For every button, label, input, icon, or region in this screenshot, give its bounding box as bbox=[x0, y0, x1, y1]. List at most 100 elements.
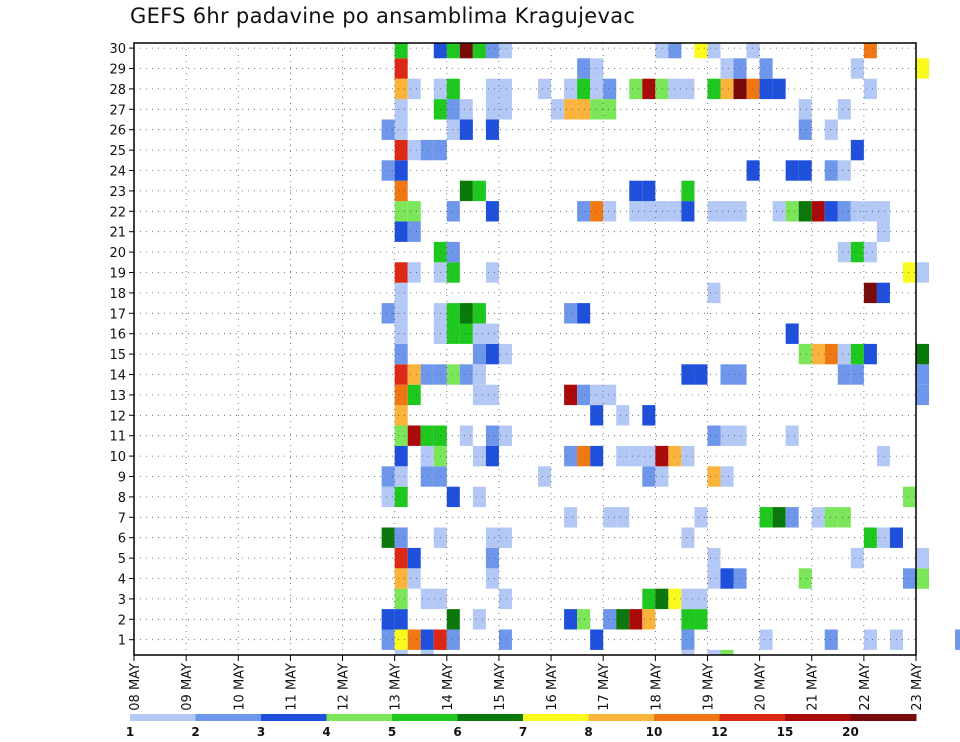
y-tick-label: 4 bbox=[118, 573, 126, 588]
heatmap-cell bbox=[824, 160, 838, 181]
heatmap-cell bbox=[446, 486, 460, 508]
heatmap-cell bbox=[785, 507, 799, 528]
heatmap-cell bbox=[655, 43, 669, 59]
y-tick-label: 3 bbox=[118, 593, 126, 608]
heatmap-cell bbox=[746, 78, 760, 100]
heatmap-cell bbox=[446, 99, 460, 120]
heatmap-cell bbox=[420, 466, 434, 487]
heatmap-cell bbox=[603, 609, 617, 630]
heatmap-cell bbox=[394, 201, 408, 222]
heatmap-cell bbox=[876, 221, 890, 242]
heatmap-cell bbox=[459, 364, 473, 385]
x-tick-label: 08 MAY bbox=[128, 663, 143, 711]
heatmap-cell bbox=[798, 99, 812, 120]
heatmap-cell bbox=[394, 588, 408, 610]
heatmap-cell bbox=[863, 282, 877, 304]
heatmap-cell bbox=[459, 119, 473, 140]
x-tick-label: 15 MAY bbox=[493, 663, 508, 711]
legend-label: 2 bbox=[191, 725, 199, 739]
legend-label: 8 bbox=[584, 725, 592, 739]
heatmap-cell bbox=[394, 262, 408, 283]
heatmap-cell bbox=[394, 445, 408, 467]
heatmap-cell bbox=[863, 343, 877, 365]
x-tick-label: 23 MAY bbox=[910, 663, 925, 711]
y-tick-label: 19 bbox=[109, 267, 126, 282]
heatmap-cell bbox=[798, 343, 812, 365]
heatmap-cell bbox=[564, 445, 578, 467]
heatmap-cell bbox=[394, 160, 408, 181]
y-tick-label: 27 bbox=[109, 103, 126, 118]
heatmap-cell bbox=[707, 282, 721, 304]
heatmap-cell bbox=[394, 547, 408, 569]
heatmap-cell bbox=[446, 303, 460, 324]
y-tick-label: 13 bbox=[109, 389, 126, 404]
heatmap-cell bbox=[837, 201, 851, 222]
legend-swatch bbox=[392, 714, 458, 721]
y-tick-label: 23 bbox=[109, 185, 126, 200]
heatmap-cell bbox=[394, 323, 408, 344]
heatmap-cell bbox=[876, 527, 890, 548]
heatmap-cell bbox=[485, 119, 499, 140]
heatmap-cell bbox=[629, 445, 643, 467]
heatmap-cell bbox=[420, 364, 434, 385]
heatmap-cell bbox=[446, 119, 460, 140]
heatmap-cell bbox=[746, 160, 760, 181]
heatmap-cell bbox=[642, 588, 656, 610]
heatmap-cell bbox=[655, 445, 669, 467]
heatmap-cell bbox=[824, 629, 838, 650]
heatmap-cell bbox=[798, 119, 812, 140]
heatmap-cell bbox=[485, 78, 499, 100]
heatmap-cell bbox=[446, 629, 460, 650]
heatmap-cell bbox=[472, 445, 486, 467]
heatmap-cell bbox=[876, 201, 890, 222]
heatmap-cell bbox=[485, 99, 499, 120]
x-tick-label: 09 MAY bbox=[180, 663, 195, 711]
heatmap-cell bbox=[837, 343, 851, 365]
legend-label: 6 bbox=[453, 725, 461, 739]
heatmap-cell bbox=[863, 241, 877, 263]
heatmap-cell bbox=[694, 43, 708, 59]
heatmap-cell bbox=[472, 323, 486, 344]
heatmap-cell bbox=[616, 609, 630, 630]
heatmap-cell bbox=[381, 119, 395, 140]
heatmap-cell bbox=[433, 43, 447, 59]
heatmap-cell bbox=[681, 588, 695, 610]
heatmap-cell bbox=[472, 303, 486, 324]
heatmap-cell bbox=[407, 629, 421, 650]
heatmap-cell bbox=[381, 609, 395, 630]
y-tick-label: 14 bbox=[109, 369, 126, 384]
legend-swatch bbox=[654, 714, 720, 721]
heatmap-cell bbox=[394, 384, 408, 406]
x-tick-label: 13 MAY bbox=[389, 663, 404, 711]
legend-label: 10 bbox=[646, 725, 663, 739]
legend-label: 15 bbox=[777, 725, 794, 739]
heatmap-cell bbox=[720, 78, 734, 100]
heatmap-cell bbox=[694, 609, 708, 630]
y-tick-label: 12 bbox=[109, 409, 126, 424]
heatmap-cell bbox=[850, 364, 864, 385]
heatmap-cell bbox=[642, 78, 656, 100]
heatmap-cell bbox=[916, 58, 930, 79]
heatmap-cell bbox=[394, 629, 408, 650]
heatmap-cell bbox=[798, 160, 812, 181]
heatmap-cell bbox=[407, 262, 421, 283]
heatmap-cell bbox=[707, 43, 721, 59]
heatmap-cell bbox=[407, 425, 421, 446]
heatmap-cell bbox=[564, 303, 578, 324]
heatmap-cell bbox=[577, 201, 591, 222]
heatmap-cell bbox=[694, 588, 708, 610]
y-axis: 1234567891011121314151617181920212223242… bbox=[109, 42, 134, 649]
legend-swatch bbox=[850, 714, 917, 721]
legend-swatch bbox=[785, 714, 851, 721]
heatmap-cell bbox=[446, 43, 460, 59]
legend-label: 12 bbox=[711, 725, 728, 739]
heatmap-cell bbox=[694, 364, 708, 385]
heatmap-cell bbox=[446, 364, 460, 385]
legend-swatch bbox=[326, 714, 393, 721]
legend-label: 20 bbox=[842, 725, 859, 739]
chart-title: GEFS 6hr padavine po ansamblima Kragujev… bbox=[130, 4, 636, 28]
heatmap-cell bbox=[394, 139, 408, 161]
heatmap-cell bbox=[551, 99, 565, 120]
x-tick-label: 14 MAY bbox=[441, 663, 456, 711]
heatmap-cell bbox=[603, 384, 617, 406]
